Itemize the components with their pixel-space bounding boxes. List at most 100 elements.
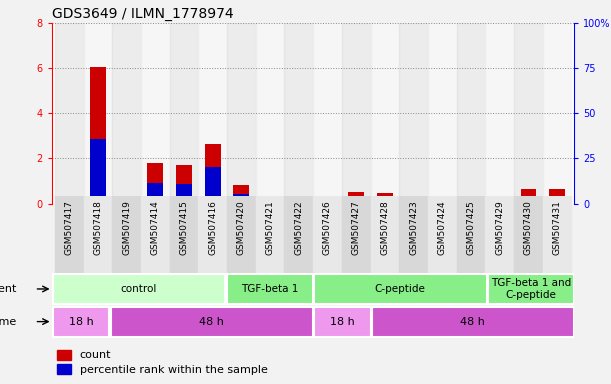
Text: GSM507419: GSM507419 [122,200,131,255]
Bar [53,306,109,337]
Text: GSM507416: GSM507416 [208,200,217,255]
Text: TGF-beta 1 and
C-peptide: TGF-beta 1 and C-peptide [491,278,571,300]
Text: agent: agent [0,284,17,294]
Text: GSM507430: GSM507430 [524,200,533,255]
Bar [313,23,342,204]
Bar [291,202,307,204]
Bar [549,195,565,204]
Text: GSM507423: GSM507423 [409,200,418,255]
Bar [399,23,428,204]
Bar [456,23,485,204]
Bar [371,306,574,337]
Text: GDS3649 / ILMN_1778974: GDS3649 / ILMN_1778974 [52,7,233,21]
Bar [377,194,393,204]
Bar [514,23,543,204]
Bar [227,23,256,204]
Bar [256,23,285,204]
Bar [84,23,112,204]
Bar [233,194,249,204]
Bar [463,202,479,204]
Bar [119,202,134,204]
Bar [90,139,106,204]
Text: GSM507422: GSM507422 [295,200,303,255]
Bar [488,274,574,304]
Bar [256,196,285,278]
Bar [170,23,199,204]
Bar [313,306,371,337]
Bar [434,202,450,204]
Bar [377,197,393,204]
Text: 18 h: 18 h [68,316,93,327]
Bar [147,183,163,204]
Bar [492,202,508,204]
Bar [285,196,313,278]
Text: TGF-beta 1: TGF-beta 1 [241,284,298,294]
Bar [84,196,112,278]
Text: GSM507425: GSM507425 [467,200,475,255]
Legend: count, percentile rank within the sample: count, percentile rank within the sample [57,350,268,375]
Bar [119,201,134,204]
Bar [399,196,428,278]
Bar [485,23,514,204]
Bar [205,167,221,204]
Text: GSM507421: GSM507421 [266,200,274,255]
Bar [176,165,192,204]
Bar [320,202,335,204]
Bar [141,196,170,278]
Bar [112,23,141,204]
Bar [176,184,192,204]
Bar [285,23,313,204]
Bar [262,202,278,204]
Bar [233,185,249,204]
Text: GSM507418: GSM507418 [93,200,103,255]
Bar [348,198,364,204]
Bar [543,23,571,204]
Bar [205,144,221,204]
Text: GSM507429: GSM507429 [495,200,504,255]
Bar [406,199,422,204]
Bar [406,197,422,204]
Bar [521,189,536,204]
Text: 48 h: 48 h [199,316,224,327]
Text: C-peptide: C-peptide [375,284,426,294]
Bar [227,274,313,304]
Bar [199,196,227,278]
Text: 48 h: 48 h [460,316,485,327]
Bar [521,195,536,204]
Text: GSM507420: GSM507420 [237,200,246,255]
Bar [428,196,456,278]
Text: GSM507414: GSM507414 [151,200,159,255]
Bar [342,23,370,204]
Bar [262,202,278,204]
Text: GSM507427: GSM507427 [352,200,360,255]
Bar [227,196,256,278]
Bar [543,196,571,278]
Bar [141,23,170,204]
Bar [90,67,106,204]
Bar [456,196,485,278]
Bar [370,196,399,278]
Text: GSM507431: GSM507431 [552,200,562,255]
Text: time: time [0,316,17,327]
Bar [428,23,456,204]
Bar [370,23,399,204]
Bar [147,163,163,204]
Bar [55,196,84,278]
Bar [170,196,199,278]
Bar [492,202,508,204]
Bar [485,196,514,278]
Bar [348,192,364,204]
Text: GSM507424: GSM507424 [438,200,447,255]
Text: GSM507415: GSM507415 [180,200,188,255]
Bar [61,202,77,204]
Bar [53,274,225,304]
Bar [199,23,227,204]
Bar [111,306,313,337]
Bar [342,196,370,278]
Bar [112,196,141,278]
Bar [313,196,342,278]
Text: GSM507426: GSM507426 [323,200,332,255]
Text: GSM507428: GSM507428 [381,200,389,255]
Bar [320,202,335,204]
Text: control: control [121,284,157,294]
